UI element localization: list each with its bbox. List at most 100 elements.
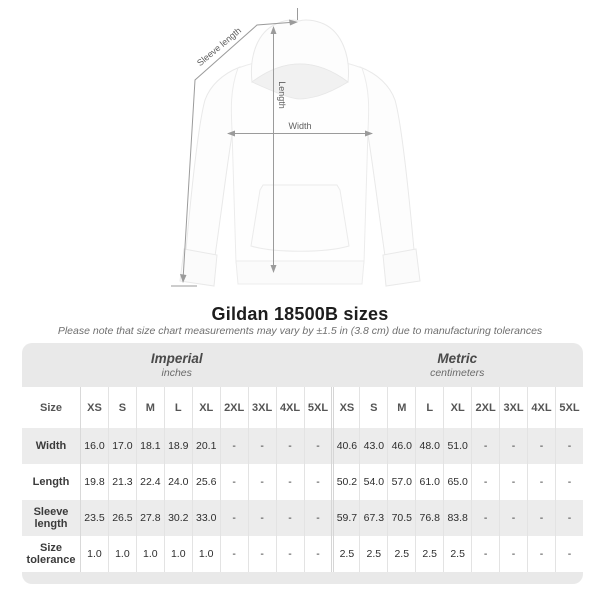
cell: 2.5 — [359, 536, 388, 572]
cell: 24.0 — [163, 464, 192, 500]
hood-interior — [251, 63, 349, 100]
width-label: Width — [288, 121, 311, 131]
cell: - — [499, 464, 527, 500]
cell: - — [303, 536, 332, 572]
size-col: 4XL — [275, 387, 304, 428]
table-row-sleeve-length: Sleeve length 23.5 26.5 27.8 30.2 33.0 -… — [22, 500, 583, 536]
size-col: 5XL — [554, 387, 583, 428]
right-sleeve — [359, 66, 415, 257]
table-row-width: Width 16.0 17.0 18.1 18.9 20.1 - - - - 4… — [22, 428, 583, 464]
sleeve-length-arrow — [171, 8, 298, 287]
metric-label: Metric — [437, 350, 478, 366]
metric-unit: centimeters — [430, 366, 485, 379]
cell: - — [471, 428, 500, 464]
cell: 54.0 — [359, 464, 388, 500]
cell: - — [219, 464, 248, 500]
size-col: L — [415, 387, 444, 428]
right-cuff — [382, 248, 421, 287]
size-col: 5XL — [303, 387, 332, 428]
cell: 1.0 — [163, 536, 192, 572]
cell: 26.5 — [107, 500, 136, 536]
cell: - — [527, 428, 555, 464]
cell: - — [247, 500, 276, 536]
cell: 2.5 — [387, 536, 416, 572]
cell: - — [219, 536, 248, 572]
size-col: XS — [331, 387, 360, 428]
left-sleeve — [185, 66, 241, 257]
cell: - — [554, 464, 583, 500]
cell: 22.4 — [135, 464, 164, 500]
width-arrow — [227, 130, 373, 137]
cell: 25.6 — [191, 464, 220, 500]
length-label: Length — [277, 81, 287, 109]
cell: - — [247, 536, 276, 572]
size-col: 2XL — [471, 387, 500, 428]
cell: - — [471, 464, 500, 500]
cell: 2.5 — [443, 536, 472, 572]
cell: - — [499, 500, 527, 536]
size-col: 3XL — [247, 387, 276, 428]
size-col: XL — [191, 387, 220, 428]
cell: 43.0 — [359, 428, 388, 464]
cell: - — [303, 464, 332, 500]
cell: 2.5 — [331, 536, 360, 572]
cell: - — [247, 428, 276, 464]
cell: - — [303, 428, 332, 464]
size-col: S — [359, 387, 388, 428]
cell: 67.3 — [359, 500, 388, 536]
size-col: 2XL — [219, 387, 248, 428]
row-label: Length — [22, 464, 80, 500]
table-footer-band — [22, 572, 583, 584]
cell: 19.8 — [80, 464, 108, 500]
sleeve-length-label: Sleeve length — [195, 25, 243, 68]
cell: 1.0 — [107, 536, 136, 572]
cell: - — [275, 428, 304, 464]
cell: 33.0 — [191, 500, 220, 536]
imperial-section-header: Imperial inches — [22, 343, 332, 387]
cell: - — [554, 428, 583, 464]
cell: - — [471, 500, 500, 536]
cell: 30.2 — [163, 500, 192, 536]
size-col: L — [163, 387, 192, 428]
cell: - — [219, 428, 248, 464]
cell: - — [527, 464, 555, 500]
page-title: Gildan 18500B sizes — [211, 304, 389, 324]
cell: 46.0 — [387, 428, 416, 464]
cell: - — [303, 500, 332, 536]
cell: - — [554, 500, 583, 536]
cell: 2.5 — [415, 536, 444, 572]
hem-band — [235, 260, 365, 285]
size-col: S — [107, 387, 136, 428]
cell: 57.0 — [387, 464, 416, 500]
cell: 17.0 — [107, 428, 136, 464]
size-col: 3XL — [499, 387, 527, 428]
cell: - — [275, 500, 304, 536]
cell: 23.5 — [80, 500, 108, 536]
cell: - — [499, 536, 527, 572]
cell: 18.9 — [163, 428, 192, 464]
cell: 21.3 — [107, 464, 136, 500]
metric-section-header: Metric centimeters — [331, 343, 583, 387]
length-arrow — [270, 26, 277, 273]
hoodie-illustration: Sleeve length Length Width — [171, 8, 421, 287]
cell: - — [471, 536, 500, 572]
row-label: Sleeve length — [22, 500, 80, 536]
unit-header-row: Imperial inches Metric centimeters — [22, 343, 583, 387]
cell: - — [275, 464, 304, 500]
row-label: Width — [22, 428, 80, 464]
table-row-length: Length 19.8 21.3 22.4 24.0 25.6 - - - - … — [22, 464, 583, 500]
cell: 61.0 — [415, 464, 444, 500]
imperial-label: Imperial — [150, 350, 203, 366]
cell: 1.0 — [135, 536, 164, 572]
cell: 51.0 — [443, 428, 472, 464]
cell: - — [247, 464, 276, 500]
size-table: Imperial inches Metric centimeters Size … — [22, 343, 583, 584]
cell: 65.0 — [443, 464, 472, 500]
cell: - — [527, 536, 555, 572]
cell: - — [275, 536, 304, 572]
left-cuff — [179, 248, 218, 287]
size-col: M — [135, 387, 164, 428]
row-label: Size tolerance — [22, 536, 80, 572]
size-col: M — [387, 387, 416, 428]
